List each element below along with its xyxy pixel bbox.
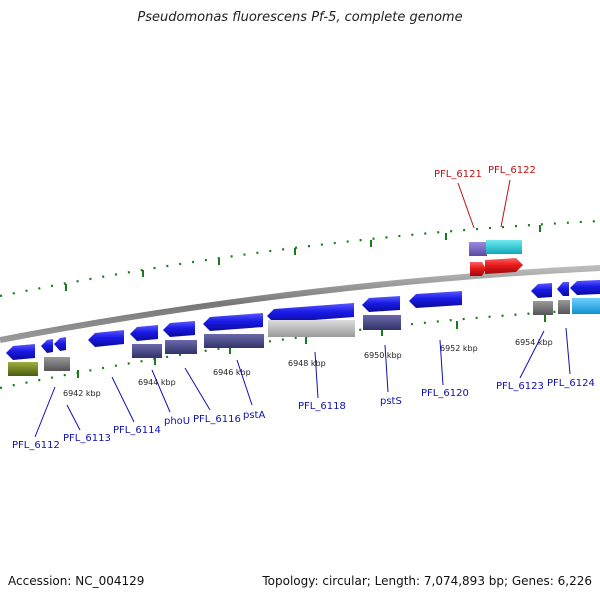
upper-tick-track <box>0 219 600 298</box>
gene-arrow-psta[interactable] <box>203 313 263 331</box>
gene-block-pfl-6118[interactable] <box>268 320 355 337</box>
gene-block-pfl-6116[interactable] <box>165 340 197 354</box>
gene-block-pfl-6122[interactable] <box>486 240 522 254</box>
gene-arrow-pfl-6113b[interactable] <box>54 337 66 351</box>
gene-label-pfl-6120[interactable]: PFL_6120 <box>421 388 469 399</box>
gene-block-phou[interactable] <box>132 344 162 358</box>
gene-label-pfl-6112[interactable]: PFL_6112 <box>12 440 60 451</box>
gene-block-pfl-6124b[interactable] <box>572 298 600 314</box>
plus-strand-genes[interactable] <box>469 240 523 276</box>
gene-block-pfl-6124a[interactable] <box>558 300 570 314</box>
gene-label-pfl-6113[interactable]: PFL_6113 <box>63 433 111 444</box>
gene-label-pfl-6124[interactable]: PFL_6124 <box>547 378 595 389</box>
gene-arrow-pfl-6120[interactable] <box>409 291 462 308</box>
gene-block-pfl-6113[interactable] <box>44 357 70 371</box>
gene-arrow-pfl-6118[interactable] <box>267 303 354 323</box>
gene-block-pfl-6123[interactable] <box>533 301 553 315</box>
scale-tick-label: 6950 kbp <box>364 351 402 360</box>
gene-label-psts[interactable]: pstS <box>380 396 402 407</box>
scale-tick-label: 6952 kbp <box>440 344 478 353</box>
gene-arrow-pfl-6114[interactable] <box>88 330 124 347</box>
gene-arrow-pfl-6113a[interactable] <box>41 339 53 353</box>
scale-tick-label: 6946 kbp <box>213 368 251 377</box>
gene-label-pfl-6123[interactable]: PFL_6123 <box>496 381 544 392</box>
gene-arrow-pfl-6121[interactable] <box>470 262 486 276</box>
gene-label-pfl-6116[interactable]: PFL_6116 <box>193 414 241 425</box>
gene-block-pfl-6112[interactable] <box>8 362 38 376</box>
gene-label-pfl-6121[interactable]: PFL_6121 <box>434 169 482 180</box>
gene-label-pfl-6122[interactable]: PFL_6122 <box>488 165 536 176</box>
gene-arrow-psts[interactable] <box>362 296 400 312</box>
genome-axis <box>0 265 600 343</box>
gene-label-psta[interactable]: pstA <box>243 410 265 421</box>
gene-arrow-pfl-6122[interactable] <box>485 258 523 274</box>
gene-arrow-phou[interactable] <box>130 325 158 341</box>
gene-arrow-pfl-6123[interactable] <box>531 283 552 298</box>
gene-arrow-pfl-6124a[interactable] <box>557 282 569 296</box>
gene-labels: PFL_6112 PFL_6113 PFL_6114 phoU PFL_6116… <box>12 165 595 451</box>
label-leader-lines <box>34 179 571 438</box>
gene-label-pfl-6118[interactable]: PFL_6118 <box>298 401 346 412</box>
gene-arrow-pfl-6112[interactable] <box>6 344 35 360</box>
accession-text: Accession: NC_004129 <box>8 574 145 588</box>
gene-block-pfl-6121[interactable] <box>469 242 487 256</box>
gene-block-psta[interactable] <box>204 334 264 348</box>
genome-summary-text: Topology: circular; Length: 7,074,893 bp… <box>262 574 592 588</box>
gene-arrow-pfl-6124b[interactable] <box>570 280 600 295</box>
gene-label-phou[interactable]: phoU <box>164 416 190 427</box>
scale-tick-label: 6954 kbp <box>515 338 553 347</box>
genome-title: Pseudomonas fluorescens Pf-5, complete g… <box>137 10 463 25</box>
gene-block-psts[interactable] <box>363 315 401 330</box>
gene-label-pfl-6114[interactable]: PFL_6114 <box>113 425 161 436</box>
scale-tick-label: 6948 kbp <box>288 359 326 368</box>
minus-strand-genes[interactable] <box>6 280 600 376</box>
scale-tick-label: 6942 kbp <box>63 389 101 398</box>
gene-arrow-pfl-6116[interactable] <box>163 321 195 337</box>
